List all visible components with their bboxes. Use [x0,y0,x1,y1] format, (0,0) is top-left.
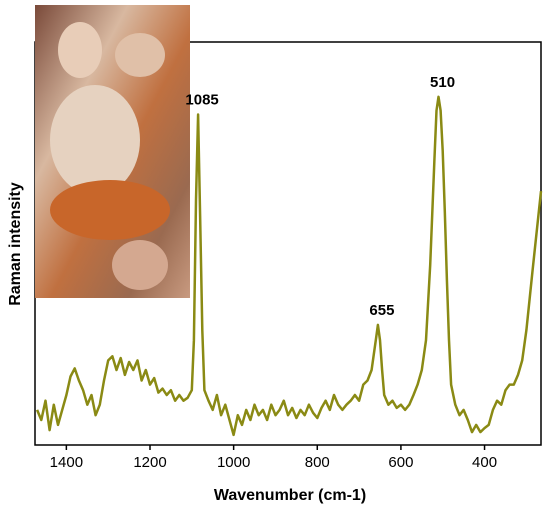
painting-figure [112,240,168,290]
painting-drapery [50,180,170,240]
peak-annotation: 1085 [185,92,218,109]
x-tick-label: 600 [388,454,413,471]
peak-annotation: 510 [430,74,455,91]
x-tick-label: 1000 [217,454,250,471]
x-tick-label: 1400 [50,454,83,471]
x-tick-label: 1200 [133,454,166,471]
painting-figure [115,33,165,77]
painting-figure [50,85,140,195]
painting-figure [58,22,102,78]
x-axis-label: Wavenumber (cm-1) [214,487,366,504]
peak-annotation: 655 [369,302,394,319]
spectrum-line [35,95,543,437]
x-tick-label: 400 [472,454,497,471]
inset-painting [35,5,190,298]
y-axis-label: Raman intensity [7,182,24,306]
x-tick-label: 800 [305,454,330,471]
